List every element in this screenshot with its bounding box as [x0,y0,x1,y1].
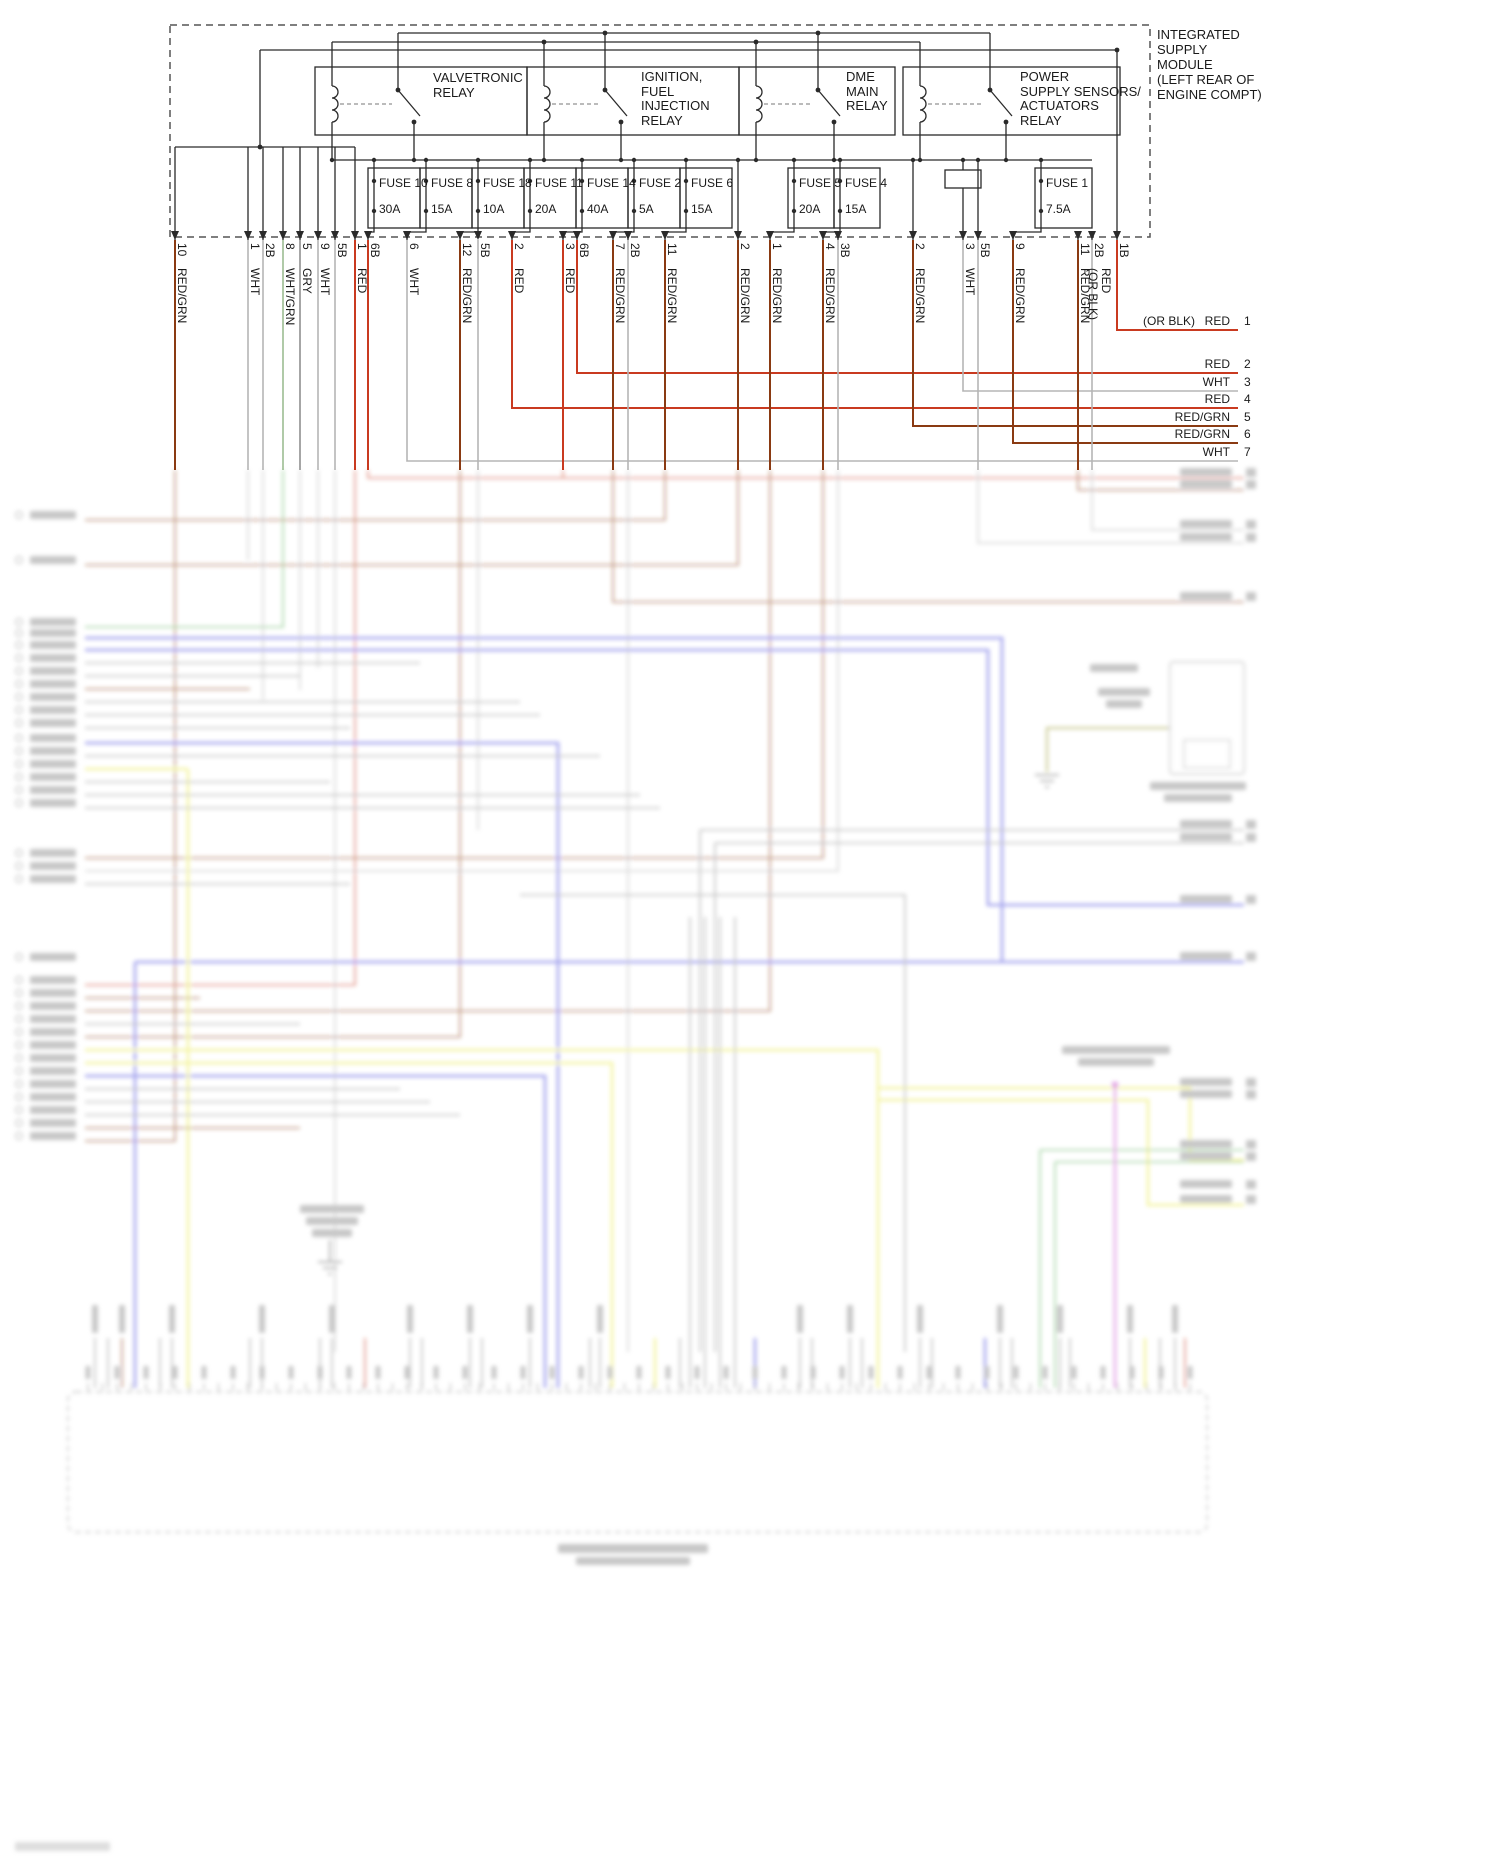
fuse-box [471,167,525,229]
relay-box [526,66,740,136]
exit-arrow-icon [331,231,339,240]
exit-arrow-icon [609,231,617,240]
exit-arrow-icon [573,231,581,240]
fuse-box [419,167,473,229]
fuse-box [523,167,577,229]
output-wire [962,240,1238,392]
exit-arrow-icon [314,231,322,240]
exit-arrow-icon [296,231,304,240]
relay-switch-icon [604,89,628,117]
relay-box [902,66,1121,136]
relay-coil-icon [919,85,927,123]
exit-arrow-icon [661,231,669,240]
fuse-box [627,167,681,229]
bottom-module-box [67,1391,1208,1533]
fuse-box [787,167,835,229]
exit-arrow-icon [279,231,287,240]
fuse-box [367,167,421,229]
exit-arrow-icon [474,231,482,240]
exit-arrow-icon [959,231,967,240]
relay-box [738,66,896,136]
fusible-link-symbol [944,169,982,189]
exit-arrow-icon [834,231,842,240]
exit-arrow-icon [559,231,567,240]
exit-arrow-icon [403,231,411,240]
relay-coil-icon [755,85,763,123]
relay-box [314,66,528,136]
exit-arrow-icon [364,231,372,240]
relay-coil-icon [543,85,551,123]
output-wire [1116,240,1238,331]
output-wire [912,240,1238,427]
exit-arrow-icon [819,231,827,240]
relay-switch-icon [817,89,841,117]
fuse-box [679,167,733,229]
ground-icon [1035,774,1059,788]
output-wire [1012,240,1238,444]
relay-coil-icon [331,85,339,123]
exit-arrow-icon [171,231,179,240]
blurred-lower-diagram [14,468,1256,1851]
exit-arrow-icon [259,231,267,240]
exit-arrow-icon [1088,231,1096,240]
module-dashed-border [169,24,1151,238]
exit-arrow-icon [508,231,516,240]
exit-arrow-icon [1113,231,1121,240]
fuse-box [833,167,881,229]
fuse-box [1034,167,1093,229]
exit-arrow-icon [456,231,464,240]
supply-module-schematic [169,24,1238,470]
relay-switch-icon [397,89,421,117]
exit-arrow-icon [974,231,982,240]
output-wire [576,240,1238,374]
output-wire [511,240,1238,409]
exit-arrow-icon [624,231,632,240]
exit-arrow-icon [244,231,252,240]
relay-switch-icon [989,89,1013,117]
exit-arrow-icon [1074,231,1082,240]
exit-arrow-icon [734,231,742,240]
exit-arrow-icon [1009,231,1017,240]
ground-icon [318,1240,342,1275]
exit-arrow-icon [766,231,774,240]
fuse-box [575,167,629,229]
exit-arrow-icon [351,231,359,240]
output-wire [406,240,1238,462]
exit-arrow-icon [909,231,917,240]
